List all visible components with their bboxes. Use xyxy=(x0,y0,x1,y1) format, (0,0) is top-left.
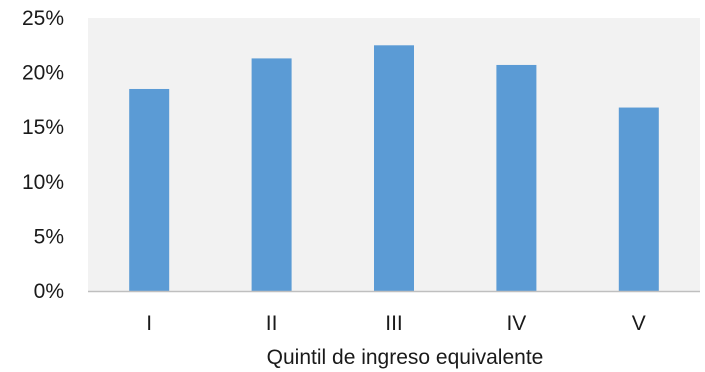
x-tick-label: I xyxy=(146,312,152,335)
bar-V xyxy=(618,107,659,291)
x-tick-label: IV xyxy=(506,312,526,335)
bar-II xyxy=(251,58,292,292)
y-tick-label: 10% xyxy=(22,171,64,194)
y-tick-label: 5% xyxy=(34,225,64,248)
y-tick-label: 25% xyxy=(22,7,64,30)
y-tick-label: 0% xyxy=(34,280,64,303)
x-tick-labels: I II III IV V xyxy=(146,312,646,335)
bar-III xyxy=(374,45,414,291)
x-tick-label: III xyxy=(385,312,403,335)
x-tick-label: V xyxy=(632,312,646,335)
x-axis-title: Quintil de ingreso equivalente xyxy=(267,346,544,369)
x-tick-label: II xyxy=(266,312,278,335)
bars-group xyxy=(129,45,659,292)
y-tick-label: 20% xyxy=(22,62,64,85)
bar-I xyxy=(129,88,170,291)
y-tick-label: 15% xyxy=(22,116,64,139)
y-tick-labels: 0% 5% 10% 15% 20% 25% xyxy=(22,7,64,303)
bar-IV xyxy=(496,64,537,292)
